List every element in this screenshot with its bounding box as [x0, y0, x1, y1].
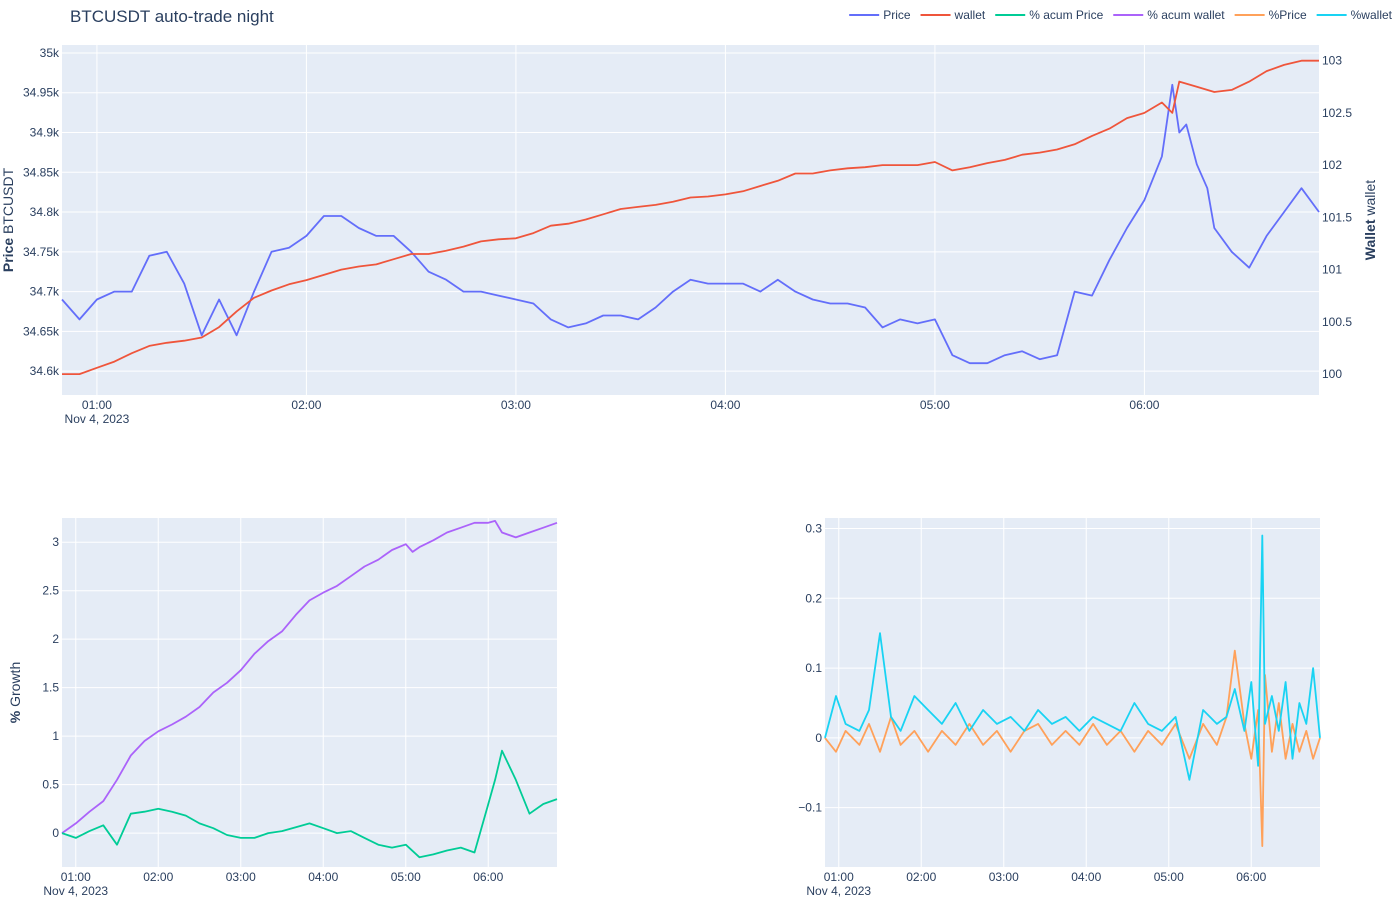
y-tick-label: 34.6k — [30, 364, 60, 378]
y-tick-label: 0.1 — [805, 661, 822, 675]
y-tick-label: 34.95k — [23, 86, 60, 100]
y-tick-label: 34.8k — [30, 205, 60, 219]
y-axis-title-rest: BTCUSDT — [0, 167, 16, 237]
x-tick-label: 04:00 — [308, 870, 338, 884]
y-tick-label: −0.1 — [798, 801, 822, 815]
series-line-price — [61, 83, 1320, 365]
y-tick-label: 2 — [52, 632, 59, 646]
y-tick-label: 34.7k — [30, 285, 60, 299]
x-tick-label: 05:00 — [1154, 870, 1184, 884]
x-tick-label: 04:00 — [1071, 870, 1101, 884]
y-tick-label: 2.5 — [42, 584, 59, 598]
y-axis-title-bold: % — [7, 710, 23, 723]
x-tick-label: 03:00 — [989, 870, 1019, 884]
x-date-label: Nov 4, 2023 — [65, 412, 130, 426]
y-axis-title-bold: Price — [0, 238, 16, 272]
x-tick-label: 01:00 — [824, 870, 854, 884]
x-tick-label: 01:00 — [82, 398, 112, 412]
x-tick-label: 05:00 — [920, 398, 950, 412]
series-line-wallet — [62, 59, 1319, 376]
legend-label: % acum wallet — [1147, 8, 1225, 22]
y-axis-title: Price BTCUSDT — [0, 167, 16, 272]
x-tick-label: 06:00 — [473, 870, 503, 884]
y-tick-label: 0.3 — [805, 521, 822, 535]
y-tick-label: 34.75k — [23, 245, 60, 259]
y-tick-label: 34.9k — [30, 126, 60, 140]
x-date-label: Nov 4, 2023 — [806, 884, 871, 898]
x-tick-label: 02:00 — [906, 870, 936, 884]
y-tick-label: 0.2 — [805, 591, 822, 605]
series-line--acum-wallet — [61, 520, 558, 834]
x-tick-label: 05:00 — [391, 870, 421, 884]
panel-price-wallet: 34.6k 34.65k 34.7k 34.75k 34.8k 34.85k 34.9k 34… — [0, 45, 1378, 426]
y-tick-label: 1 — [52, 729, 59, 743]
x-tick-label: 04:00 — [710, 398, 740, 412]
legend-label: Price — [883, 8, 911, 22]
x-tick-label: 02:00 — [143, 870, 173, 884]
chart-title: BTCUSDT auto-trade night — [70, 7, 274, 26]
y2-axis-title-rest: wallet — [1362, 180, 1378, 220]
panel-pct-change: −0.1 0 0.1 0.2 0.3 01:00 02:00 03:00 04:00 05:00 0… — [798, 518, 1321, 898]
x-tick-label: 06:00 — [1129, 398, 1159, 412]
plot-background — [62, 45, 1319, 395]
legend-label: %Price — [1269, 8, 1307, 22]
plot-background — [825, 518, 1320, 867]
plot-background — [62, 518, 557, 867]
y-tick-label: 0.5 — [42, 778, 59, 792]
y-tick-label: 3 — [52, 535, 59, 549]
x-date-label: Nov 4, 2023 — [43, 884, 108, 898]
y2-tick-label: 100.5 — [1322, 315, 1352, 329]
panel-growth: 0 0.5 1 1.5 2 2.5 3 01:00 02:00 03:00 04:00 05:00 06… — [7, 518, 558, 898]
x-tick-label: 06:00 — [1236, 870, 1266, 884]
series-line--acum-price — [61, 749, 558, 859]
y2-axis-title: Wallet wallet — [1362, 180, 1378, 261]
chart-legend: %wallet %Price % acum wallet % acum Price wa… — [849, 8, 1393, 22]
x-tick-label: 02:00 — [291, 398, 321, 412]
y2-tick-label: 102 — [1322, 158, 1342, 172]
y2-axis-title-bold: Wallet — [1362, 219, 1378, 260]
y-tick-label: 0 — [52, 826, 59, 840]
y-axis-title-rest: Growth — [7, 662, 23, 711]
y-tick-label: 34.85k — [23, 165, 60, 179]
y-tick-label: 34.65k — [23, 324, 60, 338]
y-tick-label: 0 — [815, 731, 822, 745]
series-line--wallet — [824, 534, 1321, 781]
y2-tick-label: 103 — [1322, 54, 1342, 68]
legend-label: % acum Price — [1029, 8, 1103, 22]
y-tick-label: 1.5 — [42, 681, 59, 695]
x-tick-label: 03:00 — [226, 870, 256, 884]
y2-tick-label: 101.5 — [1322, 210, 1352, 224]
y-tick-label: 35k — [40, 46, 60, 60]
y2-tick-label: 102.5 — [1322, 106, 1352, 120]
y-axis-title: % Growth — [7, 662, 23, 723]
legend-label: %wallet — [1351, 8, 1393, 22]
x-tick-label: 03:00 — [501, 398, 531, 412]
x-tick-label: 01:00 — [61, 870, 91, 884]
y2-tick-label: 100 — [1322, 367, 1342, 381]
legend-label: wallet — [954, 8, 986, 22]
y2-tick-label: 101 — [1322, 263, 1342, 277]
